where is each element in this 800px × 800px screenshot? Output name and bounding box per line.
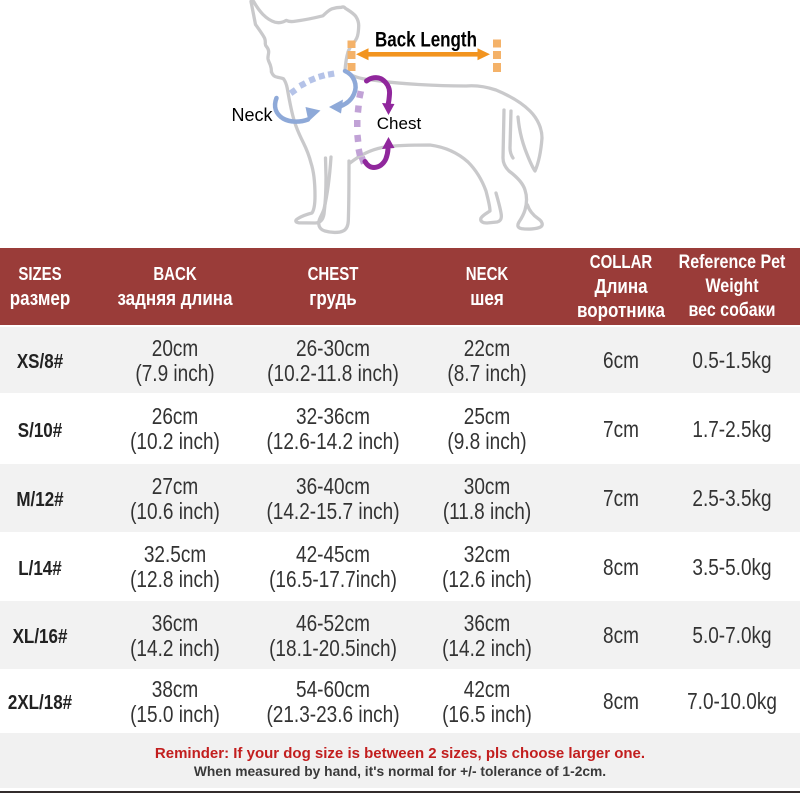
- svg-text:Back Length: Back Length: [375, 29, 477, 52]
- svg-text:Chest: Chest: [377, 114, 422, 133]
- svg-text:Neck: Neck: [231, 105, 273, 125]
